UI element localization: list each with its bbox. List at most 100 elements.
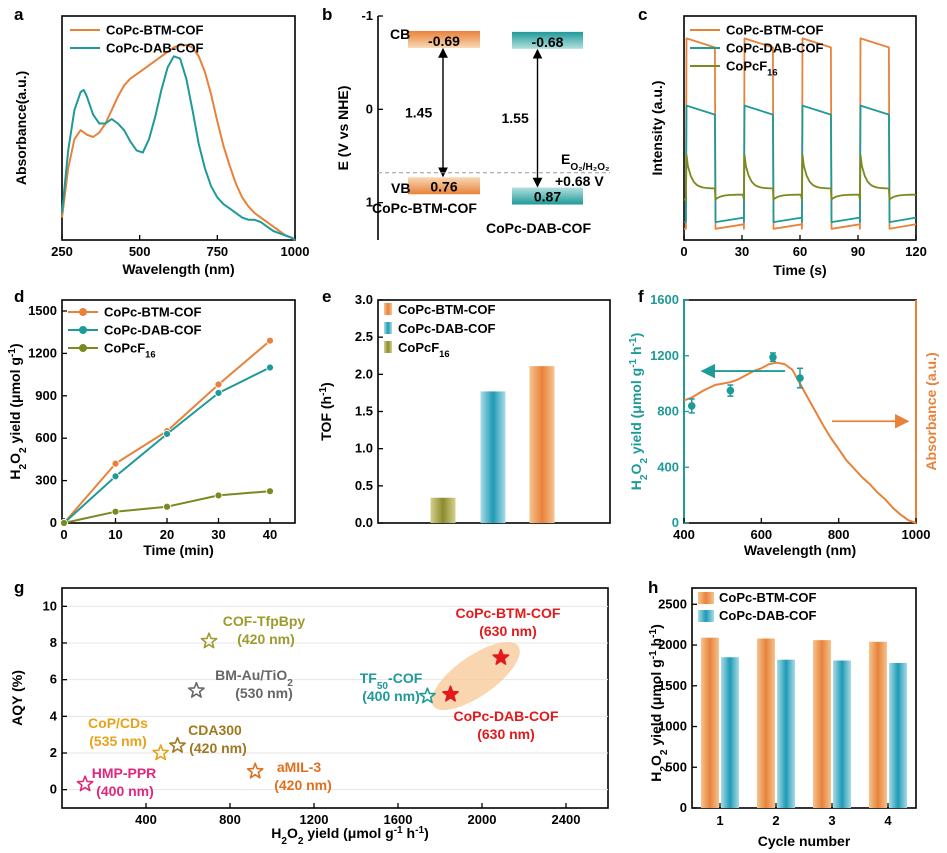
panel-e-ylabel-part: ) <box>318 382 334 387</box>
panel-c-ylabel: Intensity (a.u.) <box>649 81 665 176</box>
panel-e-bar <box>529 366 555 523</box>
panel-b-yaxis-tick-label: 0 <box>366 101 373 116</box>
panel-d-point <box>111 507 120 516</box>
panel-b-cb-value: -0.69 <box>428 33 460 49</box>
panel-b-gap-value: 1.55 <box>502 110 529 126</box>
panel-a-legend-entry-label: CoPc-DAB-COF <box>106 41 204 56</box>
panel-b-ylabel-part: E (V <box>335 139 351 170</box>
panel-g-xaxis-tick-label: 400 <box>135 812 157 827</box>
panel-e-legend-label-part: CoPcF <box>398 340 439 355</box>
panel-g-xlabel-part: -1 <box>415 825 424 836</box>
panel-c-xaxis-tick-label: 120 <box>905 244 927 259</box>
panel-d-ylabel-part: O <box>7 453 23 464</box>
panel-h-yaxis-tick-label: 2000 <box>658 637 687 652</box>
panel-h-bar <box>777 659 795 808</box>
panel-f-ylabel-part: ) <box>628 333 644 338</box>
panel-h-legend-swatch <box>698 592 714 604</box>
panel-h-xaxis-tick-label: 4 <box>884 813 892 828</box>
panel-f-point <box>769 353 777 361</box>
panel-f-frame <box>683 299 917 524</box>
panel-e-yaxis-tick-label: 0.5 <box>355 478 373 493</box>
panel-g-point-wavelength: (420 nm) <box>189 740 247 756</box>
panel-a-xaxis-tick-label: 500 <box>129 244 151 259</box>
panel-d-xaxis-tick-label: 20 <box>160 527 174 542</box>
panel-g-point-label: COF-TfpBpy <box>223 613 306 629</box>
panel-a-letter: a <box>14 5 24 24</box>
panel-b-ylabel-part: NHE) <box>335 86 351 124</box>
panel-g-star-marker <box>492 648 510 665</box>
panel-a-xaxis-tick-label: 250 <box>51 244 73 259</box>
panel-g-xaxis-tick-label: 1600 <box>384 812 413 827</box>
panel-a-frame <box>61 15 296 241</box>
panel-h-bar <box>869 641 887 808</box>
panel-h-bar <box>813 640 831 808</box>
panel-d-point <box>60 519 68 527</box>
panel-f-xaxis-tick-label: 1000 <box>902 527 931 542</box>
panel-g-star-marker <box>76 775 94 792</box>
panel-d-ylabel-part: 2 <box>18 447 29 453</box>
panel-c-legend-entry-label: CoPc-DAB-COF <box>726 41 824 56</box>
panel-h-ylabel-part: 2 <box>659 749 670 755</box>
panel-g-xlabel-part: h <box>403 825 415 841</box>
panel-b-ref-value: +0.68 V <box>555 173 604 189</box>
panel-b-ylabel: E (V vs NHE) <box>335 86 351 171</box>
panel-h-frame <box>691 587 917 809</box>
panel-c-ylabel-part: Intensity (a.u.) <box>649 81 665 176</box>
panel-g-point-label: CoP/CDs <box>88 715 148 731</box>
panel-d-yaxis-tick-label: 1200 <box>28 345 57 360</box>
panel-d-yaxis-tick-label: 600 <box>35 430 57 445</box>
panel-h-yaxis-tick-label: 1000 <box>658 719 687 734</box>
panel-c-legend-entry-label: CoPcF16 <box>726 59 778 78</box>
panel-h-legend-swatch <box>698 610 714 622</box>
panel-d-legend-entry-label: CoPc-BTM-COF <box>104 305 202 320</box>
panel-f-point <box>796 374 804 382</box>
panel-d-point <box>214 389 223 397</box>
panel-f-yaxis-tick-label: 1600 <box>650 292 679 307</box>
panel-d-xaxis-tick-label: 40 <box>263 527 277 542</box>
panel-h-yaxis-tick-label: 2500 <box>658 596 687 611</box>
panel-g-xlabel-part: ) <box>424 825 429 841</box>
panel-g-point-wavelength: (630 nm) <box>479 623 537 639</box>
panel-g-point-wavelength: (400 nm) <box>96 783 154 799</box>
panel-b-ref-label-part: O₂/H₂O₂ <box>570 162 609 173</box>
panel-e-legend-swatch <box>384 341 392 353</box>
panel-e-bar <box>480 391 506 523</box>
panel-d-legend-entry-swatch-marker <box>79 308 87 316</box>
panel-g-point-wavelength: (400 nm) <box>362 688 420 704</box>
panel-h-xaxis-tick-label: 2 <box>772 813 779 828</box>
panel-e-letter: e <box>322 287 331 306</box>
panel-d-legend-entry-label-part: CoPc-DAB-COF <box>104 323 202 338</box>
panel-g-star-marker <box>442 685 459 702</box>
panel-g-point-label-part: CDA300 <box>188 722 242 738</box>
panel-e-legend-swatch <box>384 303 392 315</box>
panel-g-point-label-part: CoP/CDs <box>88 715 148 731</box>
panel-d-legend-entry-label: CoPcF16 <box>104 341 156 360</box>
panel-d-xaxis-tick-label: 30 <box>211 527 225 542</box>
panel-d-point <box>214 380 223 389</box>
panel-g-point-label: TF50-COF <box>360 670 423 692</box>
panel-g-point-label: CDA300 <box>188 722 242 738</box>
panel-f-xaxis-tick-label: 600 <box>750 527 772 542</box>
panel-c-legend-entry-label-part: 16 <box>767 68 777 78</box>
panel-d-legend-entry-label-part: 16 <box>145 350 155 360</box>
panel-g-xaxis-tick-label: 2400 <box>552 812 581 827</box>
panel-d-series-line <box>63 366 271 524</box>
panel-f-ylabel-part: -1 <box>628 337 639 346</box>
panel-e-legend-label: CoPc-DAB-COF <box>398 321 496 336</box>
panel-g-letter: g <box>14 578 24 597</box>
panel-f-absorbance-line <box>683 361 917 524</box>
panel-e-yaxis-tick-label: 2.5 <box>355 329 373 344</box>
panel-g-yaxis-tick-label: 4 <box>50 708 58 723</box>
panel-b-vb-band <box>408 177 480 195</box>
panel-c-legend-entry-label-part: CoPc-BTM-COF <box>726 23 824 38</box>
panel-h-letter: h <box>648 578 658 597</box>
panel-a-legend-entry-label: CoPc-BTM-COF <box>106 23 204 38</box>
panel-f-y2label: Absorbance (a.u.) <box>923 352 939 470</box>
panel-d-ylabel-part: H <box>7 469 23 479</box>
panel-g-point-wavelength: (420 nm) <box>274 777 332 793</box>
panel-d-point <box>266 363 274 372</box>
panel-g-point-wavelength: (420 nm) <box>237 631 295 647</box>
panel-g-point-label-part: CoPc-BTM-COF <box>456 605 561 621</box>
panel-g-point-label-part: HMP-PPR <box>92 765 157 781</box>
